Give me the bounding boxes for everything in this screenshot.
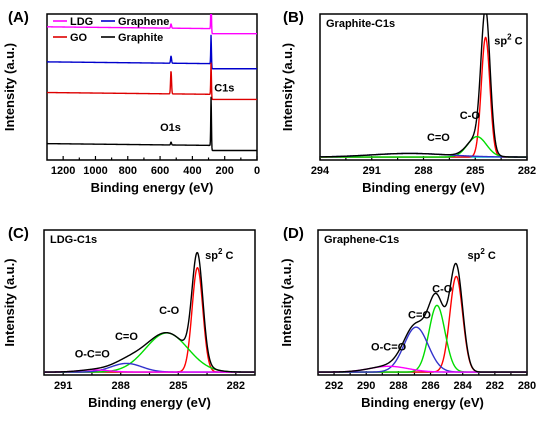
series-line-graphene [47, 34, 257, 70]
panel-b: (B) 294 291 288 285 282 Binding energy (eV) Int… [280, 9, 536, 195]
peak-annotation: C-O [159, 305, 180, 317]
panel-label-a: (A) [8, 9, 29, 26]
peak-annotation: C=O [427, 132, 450, 144]
peak-annotation: O-C=O [75, 349, 111, 361]
series-line-ldg [47, 14, 257, 35]
panel-title: Graphite-C1s [326, 18, 395, 30]
x-tick-label: 285 [466, 165, 484, 177]
legend-label: GO [70, 32, 88, 44]
peak-annotation: C1s [214, 82, 234, 94]
x-tick-label: 290 [357, 380, 375, 392]
x-tick-label: 1200 [51, 165, 75, 177]
y-axis-title: Intensity (a.u.) [2, 43, 17, 131]
x-tick-label: 288 [112, 380, 130, 392]
peak-annotation: sp2 C [494, 33, 522, 48]
y-axis-title: Intensity (a.u.) [279, 258, 294, 346]
panel-label-b: (B) [283, 9, 304, 26]
panel-label-d: (D) [283, 225, 304, 242]
x-tick-label: 200 [216, 165, 234, 177]
x-axis-title: Binding energy (eV) [362, 180, 485, 195]
peak-annotation: sp2 C [205, 247, 233, 262]
panel-label-c: (C) [8, 225, 29, 242]
y-axis-title: Intensity (a.u.) [280, 43, 295, 131]
legend: LDG Graphene GO Graphite [53, 16, 169, 44]
x-tick-label: 291 [363, 165, 381, 177]
peak-annotation: sp2 C [468, 247, 496, 262]
plot-area [44, 251, 255, 373]
peak-annotation: O1s [160, 122, 181, 134]
x-tick-label: 294 [311, 165, 330, 177]
x-tick-label: 0 [254, 165, 260, 177]
panel-a: (A) 1200 1000 800 600 400 200 0 Binding energy (… [2, 9, 260, 195]
peak-annotation: O-C=O [371, 341, 407, 353]
peak-annotation: C=O [115, 331, 138, 343]
plot-area [320, 14, 527, 158]
x-tick-label: 286 [421, 380, 439, 392]
x-tick-label: 285 [169, 380, 187, 392]
x-tick-label: 284 [454, 380, 473, 392]
x-axis-title: Binding energy (eV) [361, 395, 484, 410]
plot-area [318, 262, 527, 373]
x-tick-label: 800 [119, 165, 137, 177]
panel-title: Graphene-C1s [324, 234, 399, 246]
series-line-envelope [44, 251, 255, 373]
peak-annotation: C-O [460, 110, 481, 122]
x-tick-label: 280 [518, 380, 536, 392]
x-tick-label: 600 [151, 165, 169, 177]
x-tick-label: 288 [414, 165, 432, 177]
x-axis-title: Binding energy (eV) [91, 180, 214, 195]
plot-frame [46, 13, 258, 161]
x-tick-label: 400 [183, 165, 201, 177]
series-line-graphite [47, 96, 257, 152]
x-axis-title: Binding energy (eV) [88, 395, 211, 410]
series-line-go [47, 62, 257, 101]
panel-d: (D) 292 290 288 286 284 282 280 Binding energy (… [279, 225, 536, 410]
series-line-sp2-c [320, 36, 527, 158]
x-tick-label: 282 [227, 380, 245, 392]
series-line-c-o [320, 135, 527, 158]
peak-annotation: C=O [408, 309, 431, 321]
panel-c: (C) 291 288 285 282 Binding energy (eV) Intens… [2, 225, 256, 410]
peak-annotation: C-O [432, 283, 453, 295]
y-axis-title: Intensity (a.u.) [2, 258, 17, 346]
x-tick-label: 292 [325, 380, 343, 392]
series-line-c-o [318, 326, 527, 373]
series-line-envelope [320, 14, 527, 158]
plot-area [47, 14, 257, 152]
series-line-envelope [318, 262, 527, 373]
legend-label: Graphene [118, 16, 169, 28]
legend-label: LDG [70, 16, 93, 28]
legend-label: Graphite [118, 32, 163, 44]
x-tick-label: 282 [486, 380, 504, 392]
panel-title: LDG-C1s [50, 234, 97, 246]
x-tick-label: 1000 [83, 165, 107, 177]
plot-frame [317, 229, 528, 376]
x-tick-label: 291 [54, 380, 72, 392]
x-tick-label: 282 [518, 165, 536, 177]
x-tick-label: 288 [389, 380, 407, 392]
